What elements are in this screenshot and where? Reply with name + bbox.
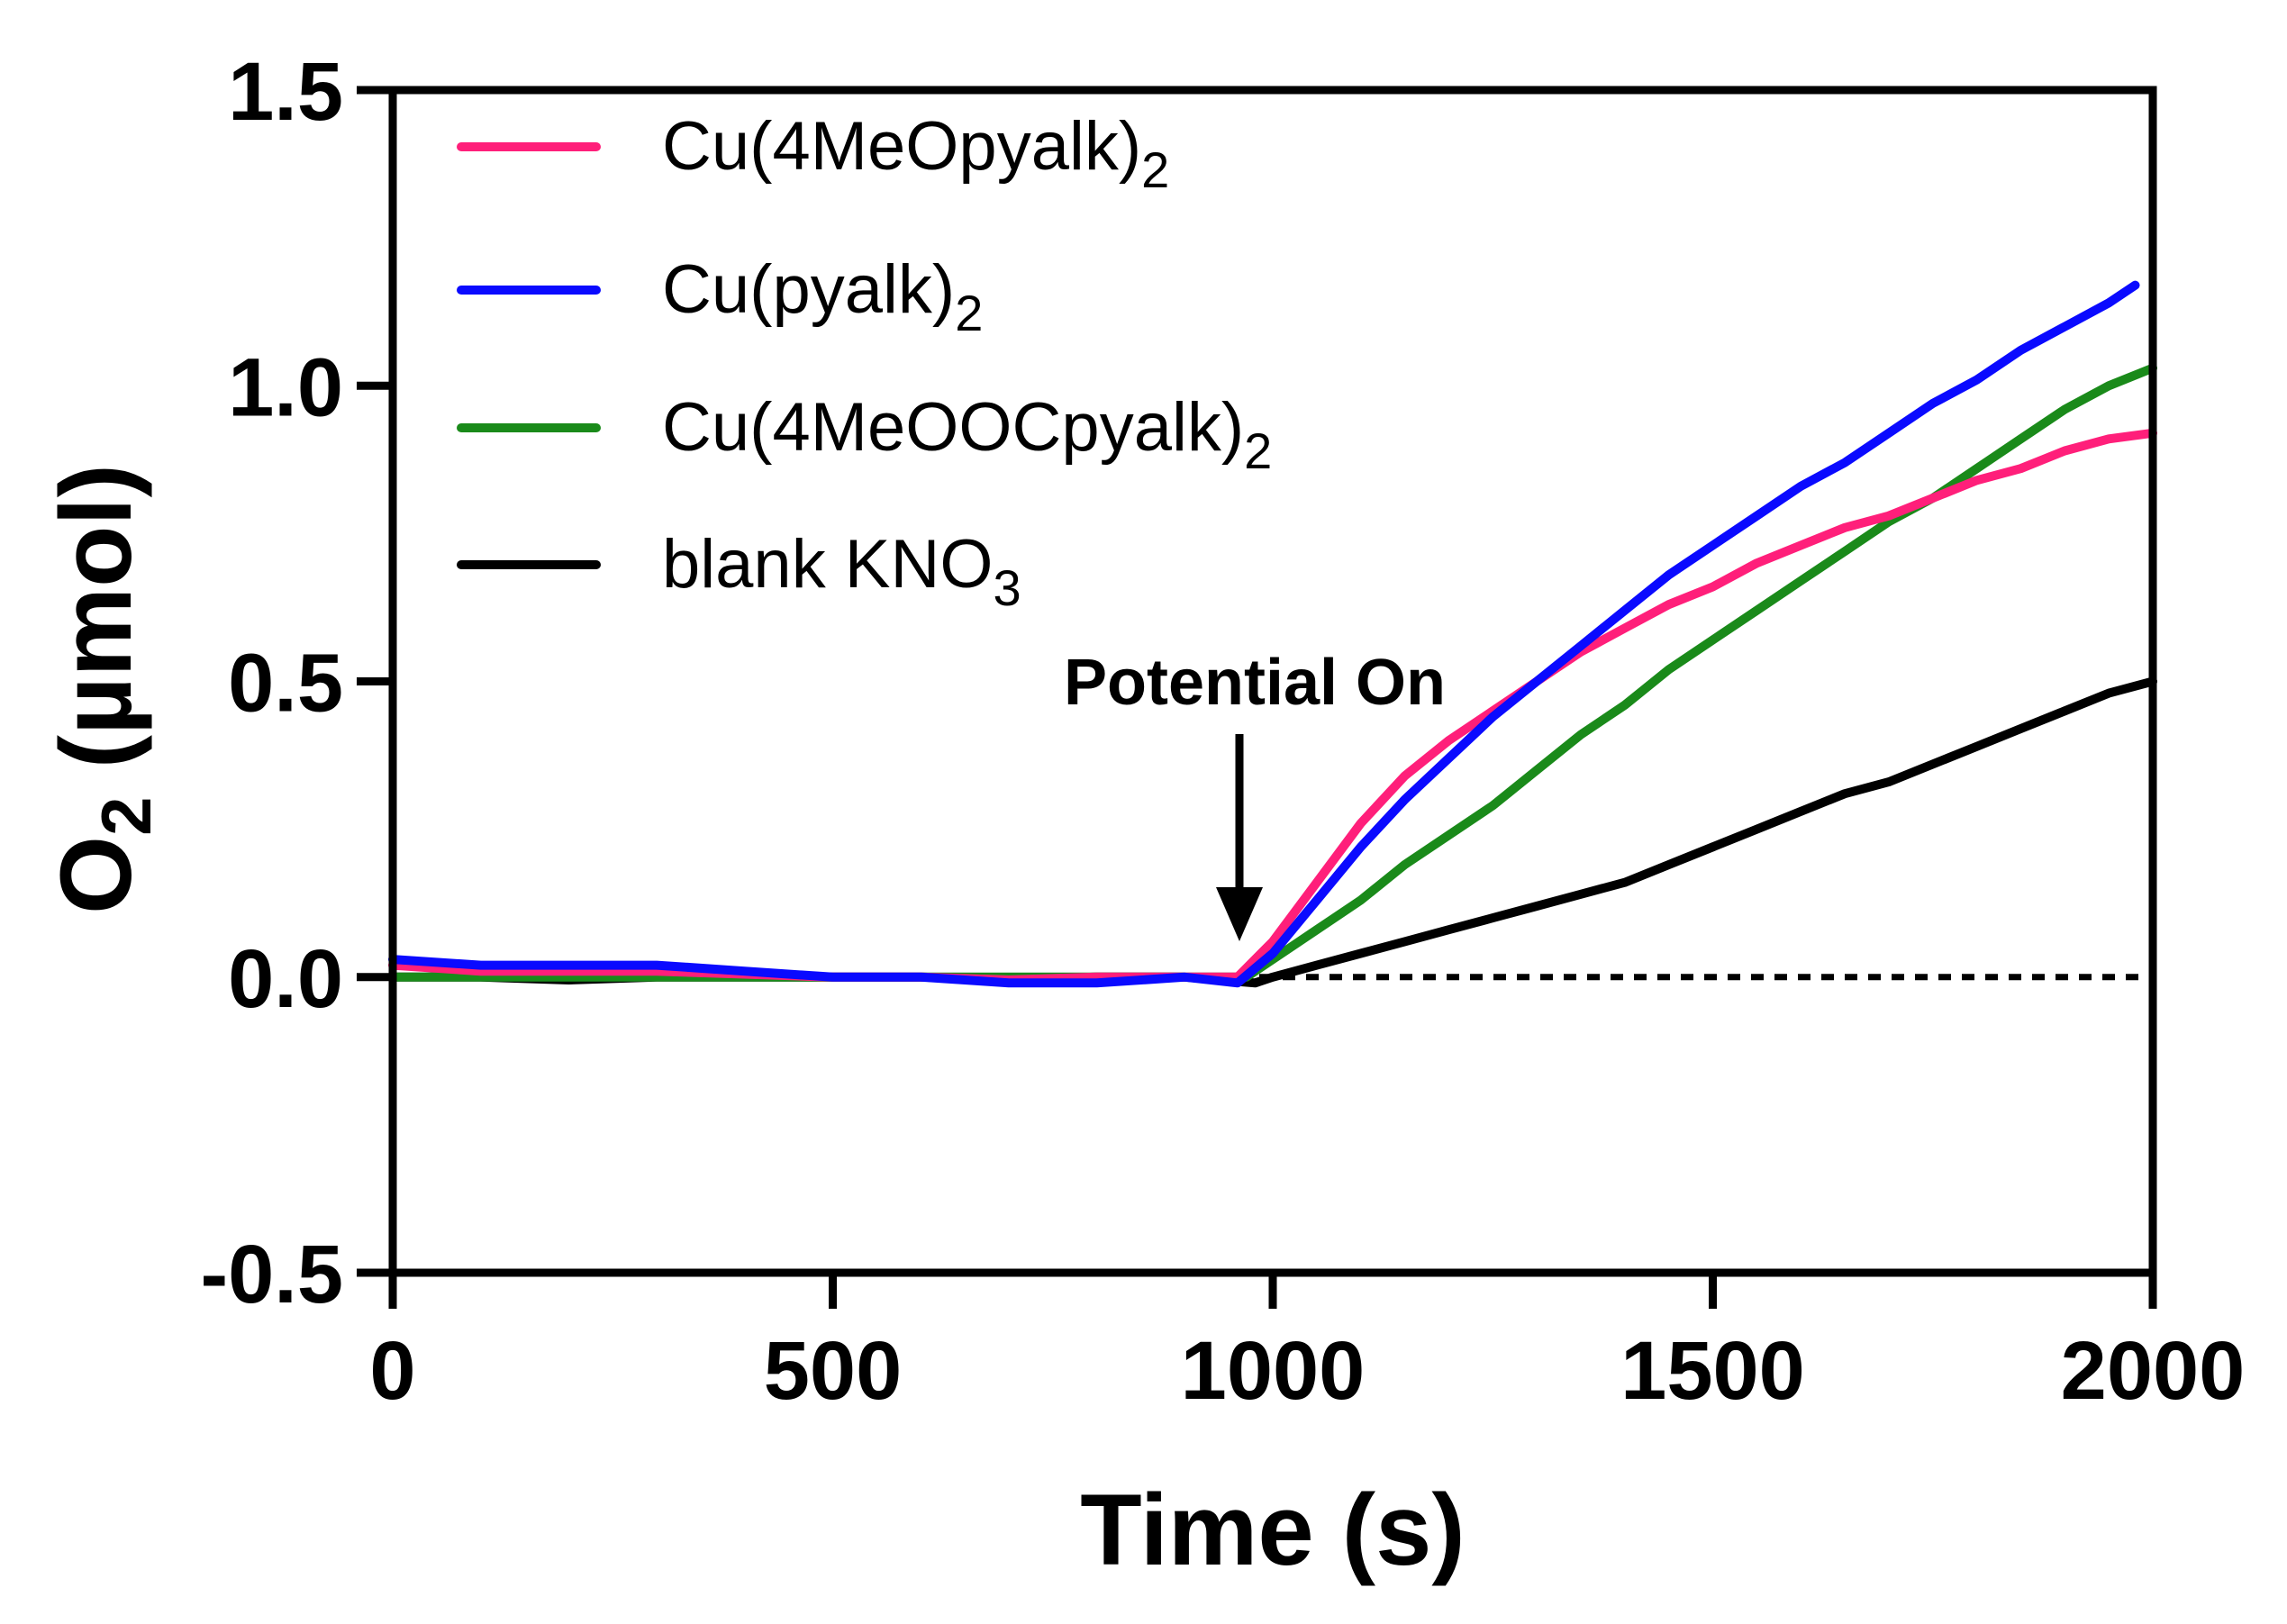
series-line <box>388 280 2140 988</box>
legend-label: Cu(4MeOOCpyalk)2 <box>662 389 1272 479</box>
y-tick-label: 0.0 <box>228 933 343 1025</box>
x-tick-label: 2000 <box>2061 1325 2246 1417</box>
legend-label: Cu(pyalk)2 <box>662 251 983 341</box>
x-tick-label: 1500 <box>1620 1325 1805 1417</box>
legend-label-main: Cu(4MeOpyalk) <box>662 108 1141 185</box>
annotation-label: Potential On <box>1064 647 1446 719</box>
series-group <box>388 280 2157 988</box>
legend-label-subscript: 3 <box>994 559 1021 616</box>
legend-label-subscript: 2 <box>1244 422 1272 479</box>
legend-label: Cu(4MeOpyalk)2 <box>662 108 1169 198</box>
legend: Cu(4MeOpyalk)2 Cu(pyalk)2 Cu(4MeOOCpyalk… <box>457 108 1272 616</box>
x-axis-title: Time (s) <box>1080 1474 1465 1586</box>
legend-label-subscript: 2 <box>955 285 983 341</box>
x-tick-label: 500 <box>764 1325 903 1417</box>
y-axis-title-main: O <box>40 836 152 914</box>
annotation-arrow-head <box>1216 887 1263 941</box>
legend-label: blank KNO3 <box>662 526 1021 616</box>
y-axis-title: O2 (µmol) <box>40 464 166 914</box>
x-tick-labels: 0 500 1000 1500 2000 <box>369 1325 2245 1417</box>
y-axis-title-subscript: 2 <box>86 796 166 835</box>
legend-label-main: Cu(4MeOOCpyalk) <box>662 389 1244 466</box>
y-tick-label: -0.5 <box>200 1229 343 1320</box>
y-tick-label: 1.5 <box>228 46 343 138</box>
legend-label-main: blank KNO <box>662 526 994 603</box>
x-tick-label: 0 <box>369 1325 415 1417</box>
y-axis-title-unit: (µmol) <box>40 464 152 796</box>
y-tick-label: 0.5 <box>228 638 343 730</box>
x-tick-label: 1000 <box>1181 1325 1366 1417</box>
ticks-group <box>357 86 2157 1309</box>
y-tick-label: 1.0 <box>228 341 343 433</box>
y-tick-labels: -0.5 0.0 0.5 1.0 1.5 <box>200 46 343 1320</box>
legend-label-subscript: 2 <box>1141 141 1169 198</box>
legend-label-main: Cu(pyalk) <box>662 251 955 328</box>
